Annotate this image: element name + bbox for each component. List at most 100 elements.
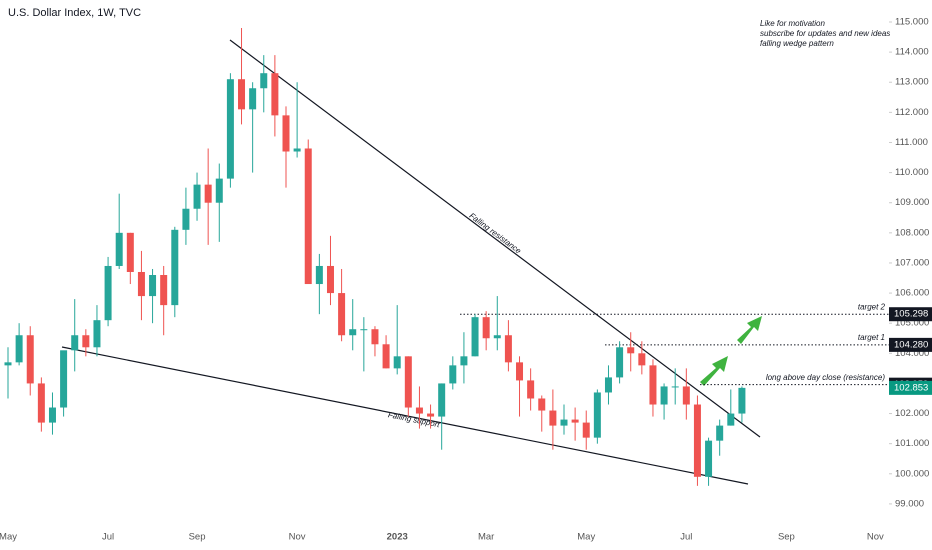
candle-body — [527, 380, 535, 399]
candle-body — [149, 275, 157, 297]
price-tag-label: 105.298 — [894, 309, 928, 320]
candle-body — [693, 404, 701, 477]
x-tick-label: Mar — [478, 532, 494, 543]
candle-body — [260, 73, 268, 89]
candle-body — [126, 232, 134, 272]
candle-body — [638, 353, 646, 366]
candle-body — [449, 365, 457, 384]
candle-body — [238, 79, 246, 110]
chart-title: U.S. Dollar Index, 1W, TVC — [8, 7, 141, 19]
candle-body — [271, 73, 279, 116]
candle-body — [516, 362, 524, 381]
arrow — [737, 316, 762, 344]
candle-body — [204, 184, 212, 203]
candle-body — [504, 335, 512, 363]
note: subscribe for updates and new ideas — [760, 29, 890, 38]
candle-body — [404, 356, 412, 408]
candle-body — [137, 271, 145, 297]
x-tick-label: 2023 — [387, 532, 408, 543]
level-text: target 2 — [858, 302, 886, 311]
candle-body — [282, 115, 290, 152]
level-text: long above day close (resistance) — [766, 373, 886, 382]
candle-body — [71, 335, 79, 351]
y-tick-label: 112.000 — [895, 107, 929, 118]
y-tick-label: 102.000 — [895, 408, 929, 419]
falling-support-line — [61, 346, 749, 485]
candle-body — [649, 365, 657, 405]
y-tick-label: 106.000 — [895, 288, 929, 299]
x-tick-label: May — [0, 532, 17, 543]
candle-body — [160, 275, 168, 306]
last-price-tag — [889, 380, 932, 395]
y-tick-label: 107.000 — [895, 257, 929, 268]
candle-body — [560, 419, 568, 426]
candle-body — [93, 320, 101, 348]
candle-body — [349, 329, 357, 336]
candle-body — [15, 335, 23, 363]
candle-body — [382, 344, 390, 369]
y-tick-label: 101.000 — [895, 438, 929, 449]
note: falling wedge pattern — [760, 39, 834, 48]
candle-body — [104, 265, 112, 321]
candle-body — [571, 419, 579, 423]
candle-body — [482, 317, 490, 339]
y-tick-label: 109.000 — [895, 197, 929, 208]
candle-body — [627, 347, 635, 354]
y-tick-label: 113.000 — [895, 77, 929, 88]
candle-body — [604, 377, 612, 393]
candle-body — [82, 335, 90, 348]
arrow — [700, 356, 728, 386]
candle-body — [727, 413, 735, 426]
y-tick-label: 104.000 — [895, 348, 929, 359]
candle-body — [738, 387, 746, 414]
candle-body — [582, 422, 590, 438]
x-tick-label: Nov — [867, 532, 884, 543]
y-tick-label: 105.000 — [895, 318, 929, 329]
candle-body — [538, 398, 546, 411]
note: Like for motivation — [760, 19, 825, 28]
candle-body — [249, 88, 257, 110]
price-tag-label: 104.280 — [894, 339, 928, 350]
candle-body — [326, 265, 334, 294]
candle-body — [716, 425, 724, 441]
candle-body — [393, 356, 401, 369]
candle-body — [682, 386, 690, 405]
x-tick-label: Jul — [102, 532, 114, 543]
candle-body — [460, 356, 468, 366]
candle-body — [226, 79, 234, 179]
price-tag — [889, 307, 932, 322]
candle-body — [26, 335, 34, 384]
candle-body — [215, 178, 223, 203]
x-tick-label: Sep — [778, 532, 795, 543]
candle-body — [48, 407, 56, 423]
y-tick-label: 110.000 — [895, 167, 929, 178]
candle-body — [315, 265, 323, 285]
y-tick-label: 99.000 — [895, 498, 924, 509]
y-tick-label: 111.000 — [895, 137, 928, 148]
candle-body — [37, 383, 45, 423]
candle-body — [338, 293, 346, 336]
candle-body — [171, 229, 179, 306]
candle-body — [415, 407, 423, 414]
price-tag — [889, 337, 932, 352]
y-tick-label: 114.000 — [895, 47, 929, 58]
x-tick-label: Jul — [680, 532, 692, 543]
x-tick-label: May — [577, 532, 595, 543]
candle-body — [371, 329, 379, 345]
candle-body — [193, 184, 201, 209]
candle-body — [304, 148, 312, 285]
candle-body — [705, 440, 713, 477]
last-price-label: 102.853 — [894, 382, 928, 393]
candle-body — [616, 347, 624, 378]
y-tick-label: 115.000 — [895, 17, 929, 28]
candle-body — [438, 383, 446, 417]
candle-body — [60, 350, 68, 408]
x-tick-label: Sep — [189, 532, 206, 543]
y-tick-label: 100.000 — [895, 468, 929, 479]
falling-resistance-line — [229, 39, 761, 438]
candle-body — [671, 386, 679, 388]
candle-body — [293, 148, 301, 152]
y-tick-label: 108.000 — [895, 227, 929, 238]
candle-body — [427, 413, 435, 417]
